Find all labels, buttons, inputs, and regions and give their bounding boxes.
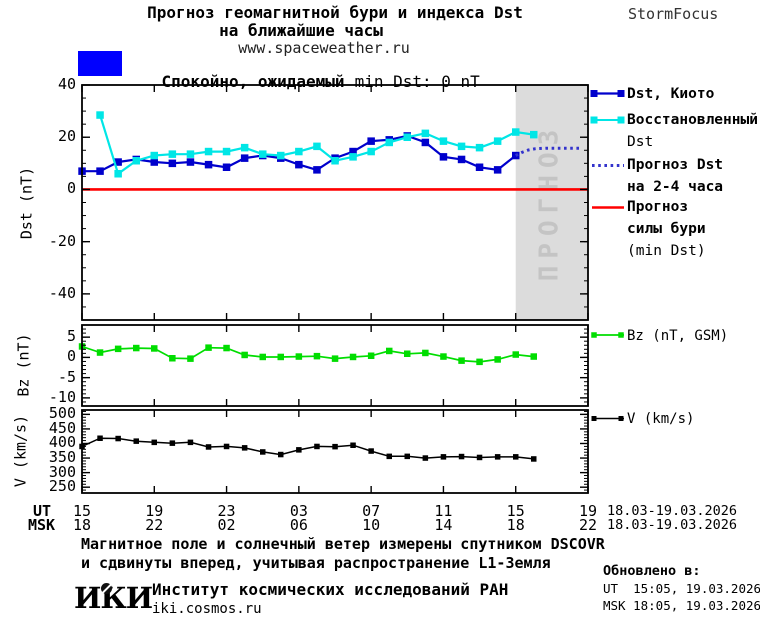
- legend-storm-l1: Прогноз: [627, 199, 689, 215]
- legend-dst-kyoto: Dst, Киото: [627, 86, 715, 102]
- storm-level-swatch: [78, 51, 122, 76]
- y-tick-label: 300: [48, 463, 76, 481]
- y-tick-label: -10: [48, 388, 76, 406]
- y-tick-label: -20: [48, 232, 76, 250]
- iki-logo-satellite-icon: [101, 583, 112, 594]
- dst-forecast-dotted-series: [515, 146, 581, 157]
- y-tick-label: -40: [48, 284, 76, 302]
- updated-ut: UT 15:05, 19.03.2026: [603, 581, 760, 596]
- storm-status-min-dst: min Dst: 0 nT: [354, 72, 480, 92]
- msk-tick-label: 22: [578, 516, 598, 534]
- plot-frame-0: [81, 84, 589, 321]
- legend-storm-l2: силы бури: [627, 221, 706, 237]
- legend-swatch-dst-kyoto: [590, 90, 625, 97]
- updated-msk: MSK 18:05, 19.03.2026: [603, 598, 760, 613]
- y-tick-label: 450: [48, 419, 76, 437]
- msk-tick-label: 02: [217, 516, 236, 534]
- footer-note-line1: Магнитное поле и солнечный ветер измерен…: [81, 535, 605, 553]
- ut-tick-label: 15: [72, 502, 92, 520]
- ut-tick-label: 19: [145, 502, 164, 520]
- plot-series-0: [78, 111, 588, 191]
- ut-date-range: 18.03-19.03.2026: [607, 503, 738, 519]
- series--dst: [96, 111, 538, 178]
- updated-label: Обновлено в:: [603, 563, 701, 579]
- y-tick-label: 0: [66, 347, 76, 365]
- y-tick-label: 20: [57, 127, 76, 145]
- msk-tick-label: 18: [72, 516, 92, 534]
- footer-note-line2: и сдвинуты вперед, учитывая распростране…: [81, 554, 551, 572]
- y-tick-label: -5: [57, 368, 76, 386]
- ut-tick-label: 03: [289, 502, 308, 520]
- legend-v: V (km/s): [627, 411, 695, 427]
- ut-row-label: UT: [33, 502, 52, 520]
- ut-tick-label: 23: [217, 502, 236, 520]
- institute-site[interactable]: iki.cosmos.ru: [152, 601, 262, 617]
- bz-axis-label: Bz (nT): [14, 333, 33, 397]
- v-axis-label: V (km/s): [11, 414, 30, 488]
- legend-swatch-bz: [591, 332, 624, 338]
- legend-restored-l1: Восстановленный: [627, 112, 758, 128]
- ut-tick-label: 19: [578, 502, 598, 520]
- legend-storm-l3: (min Dst): [627, 243, 706, 259]
- msk-row-label: MSK: [28, 516, 56, 534]
- y-tick-label: 5: [66, 327, 76, 345]
- msk-tick-label: 18: [506, 516, 525, 534]
- forecast-band-label: ПРОГНОЗ: [535, 123, 565, 282]
- msk-tick-label: 22: [145, 516, 164, 534]
- page-title-line1: Прогноз геомагнитной бури и индекса Dst: [147, 3, 523, 22]
- msk-tick-label: 06: [289, 516, 308, 534]
- ut-tick-label: 07: [362, 502, 381, 520]
- plot-series-2: [79, 435, 537, 462]
- dst-axis-label: Dst (nT): [17, 166, 36, 240]
- legend-swatch-v: [591, 416, 624, 421]
- page-title-line2: на ближайшие часы: [219, 21, 383, 40]
- legend-restored-l2: Dst: [627, 134, 654, 150]
- y-tick-label: 400: [48, 433, 76, 451]
- msk-tick-label: 10: [362, 516, 381, 534]
- y-tick-label: 500: [48, 404, 76, 422]
- y-tick-label: 250: [48, 477, 76, 495]
- y-tick-label: 350: [48, 448, 76, 466]
- ut-tick-label: 15: [506, 502, 525, 520]
- y-tick-label: 0: [66, 179, 76, 197]
- legend-forecast-l2: на 2-4 часа: [627, 179, 724, 195]
- iki-logo: ИКИ: [74, 581, 153, 615]
- site-url: www.spaceweather.ru: [238, 39, 410, 57]
- plot-frame-1: [81, 324, 589, 407]
- plot-frame-2: [81, 409, 589, 494]
- series-v-km-s-: [79, 435, 537, 462]
- plot-series-1: [78, 343, 537, 366]
- forecast-band: [515, 85, 588, 320]
- institute-name: Институт космических исследований РАН: [152, 580, 509, 599]
- y-tick-label: 40: [57, 75, 76, 93]
- msk-tick-label: 14: [434, 516, 453, 534]
- legend-forecast-l1: Прогноз Dst: [627, 157, 724, 173]
- legend-swatch-restored: [590, 116, 625, 124]
- legend-bz: Bz (nT, GSM): [627, 328, 729, 344]
- brand-stormfocus: StormFocus: [628, 5, 719, 23]
- series-bz-nt-gsm-: [78, 343, 537, 366]
- msk-date-range: 18.03-19.03.2026: [607, 517, 738, 533]
- ut-tick-label: 11: [434, 502, 453, 520]
